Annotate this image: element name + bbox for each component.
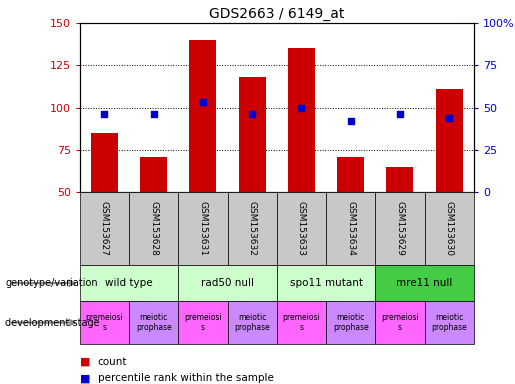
Bar [375,301,424,344]
Bar [91,133,118,192]
Text: development stage: development stage [5,318,100,328]
Bar [228,301,277,344]
Bar [288,48,315,192]
Text: GSM153631: GSM153631 [198,201,208,256]
Title: GDS2663 / 6149_at: GDS2663 / 6149_at [209,7,345,21]
Text: mre11 null: mre11 null [397,278,453,288]
Bar [129,301,178,344]
Bar [375,192,424,265]
Point [199,99,207,106]
Text: count: count [98,357,127,367]
Text: GSM153633: GSM153633 [297,201,306,256]
Bar [80,301,129,344]
Text: wild type: wild type [105,278,153,288]
Bar [178,192,228,265]
Point [347,118,355,124]
Point [248,111,256,118]
Bar [436,89,462,192]
Bar [326,192,375,265]
Text: meiotic
prophase: meiotic prophase [333,313,369,332]
Text: premeiosi
s: premeiosi s [381,313,419,332]
Bar [238,77,266,192]
Text: genotype/variation: genotype/variation [5,278,98,288]
Text: meiotic
prophase: meiotic prophase [136,313,171,332]
Text: rad50 null: rad50 null [201,278,254,288]
Bar [80,192,129,265]
Text: meiotic
prophase: meiotic prophase [431,313,467,332]
Text: GSM153628: GSM153628 [149,201,158,256]
Text: meiotic
prophase: meiotic prophase [234,313,270,332]
Bar [190,40,216,192]
Text: GSM153634: GSM153634 [346,201,355,256]
Bar [129,192,178,265]
Text: spo11 mutant: spo11 mutant [289,278,363,288]
Text: ■: ■ [80,373,90,383]
Text: GSM153630: GSM153630 [444,201,454,256]
Point [100,111,109,118]
Text: GSM153632: GSM153632 [248,201,256,256]
Bar [140,157,167,192]
Bar [277,265,375,301]
Bar [80,265,178,301]
Text: percentile rank within the sample: percentile rank within the sample [98,373,274,383]
Bar [424,192,474,265]
Text: GSM153627: GSM153627 [100,201,109,256]
Bar [228,192,277,265]
Text: premeiosi
s: premeiosi s [85,313,123,332]
Point [396,111,404,118]
Bar [375,265,474,301]
Bar [277,192,326,265]
Point [149,111,158,118]
Bar [178,301,228,344]
Text: premeiosi
s: premeiosi s [283,313,320,332]
Point [445,114,453,121]
Bar [326,301,375,344]
Bar [277,301,326,344]
Text: premeiosi
s: premeiosi s [184,313,222,332]
Text: ■: ■ [80,357,90,367]
Point [297,104,305,111]
Bar [386,167,414,192]
Bar [178,265,277,301]
Bar [424,301,474,344]
Bar [337,157,364,192]
Text: GSM153629: GSM153629 [396,201,404,256]
